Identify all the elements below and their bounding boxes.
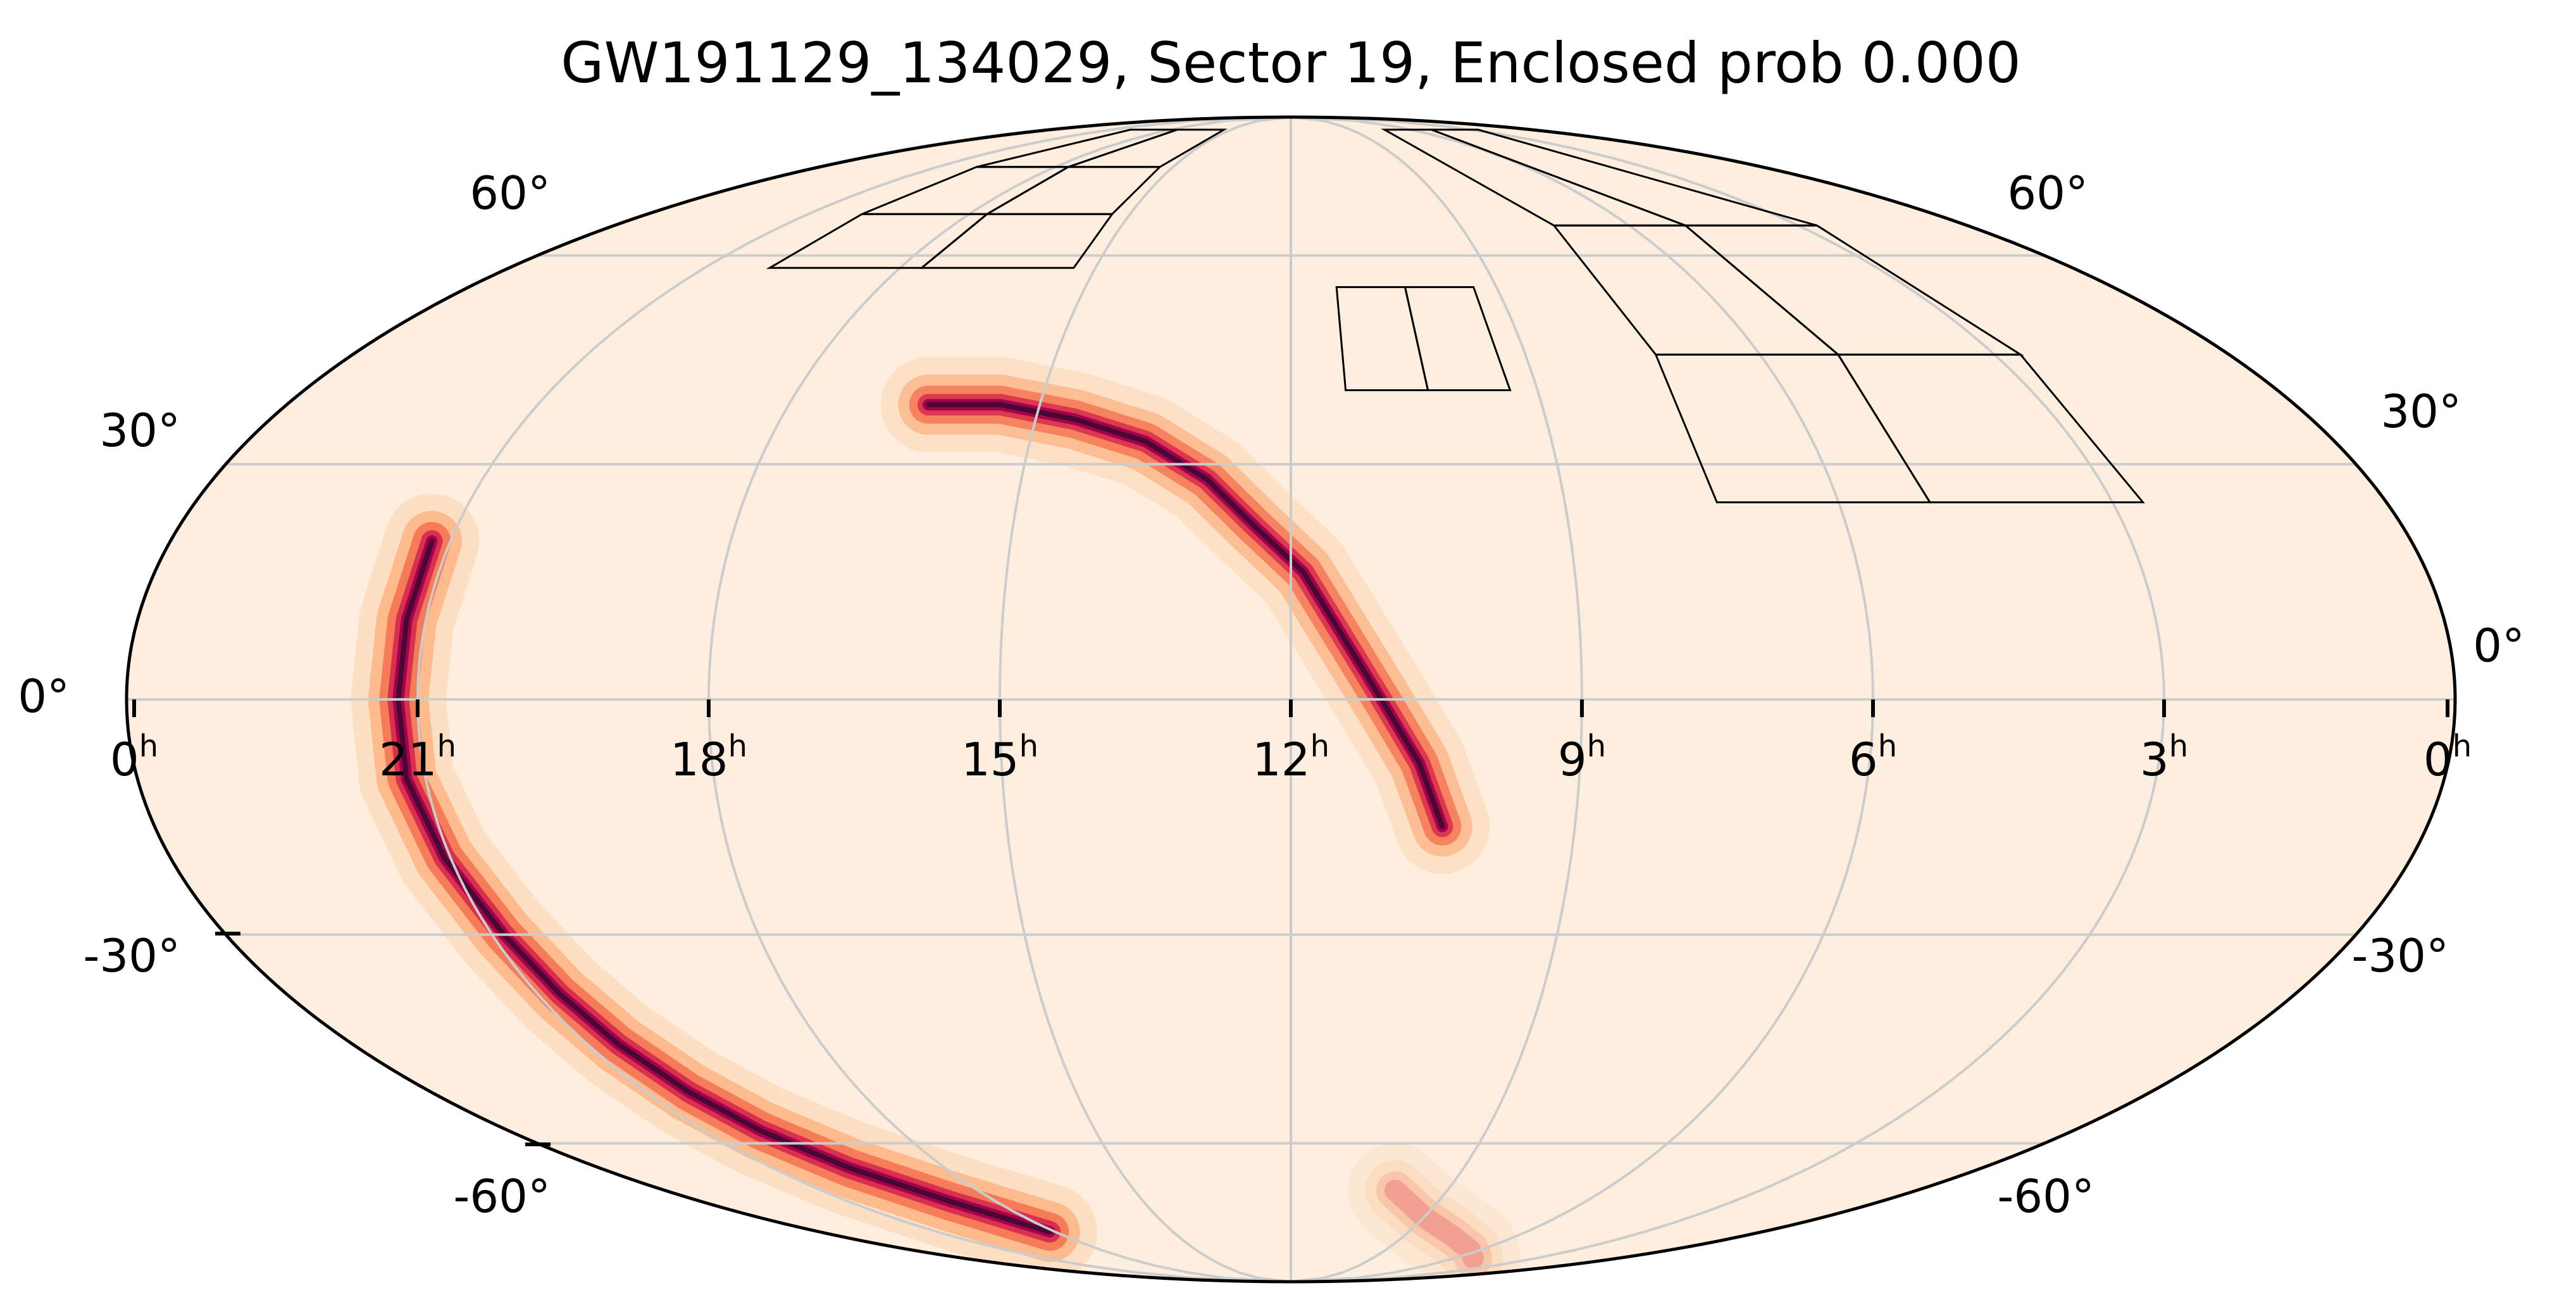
footprint-cell-1-2-1 xyxy=(976,128,1178,168)
ra-tick-label: 3h xyxy=(2140,729,2188,786)
ra-tick-label: 0h xyxy=(2424,729,2472,786)
probability-arc-0-layer-5 xyxy=(925,402,1445,829)
dec-label-left: -30° xyxy=(83,929,180,982)
dec-label-left: -60° xyxy=(453,1170,551,1223)
footprint-cell-0-0-1 xyxy=(1335,286,1429,391)
ra-tick-label: 21h xyxy=(379,729,456,786)
dec-label-right: -30° xyxy=(2351,929,2449,982)
dec-label-right: 30° xyxy=(2380,385,2461,438)
dec-label-left: 30° xyxy=(99,404,180,457)
dec-label-right: -60° xyxy=(1997,1170,2094,1223)
dec-label-right: 0° xyxy=(2473,619,2525,672)
ra-tick-label: 0h xyxy=(110,729,158,786)
dec-label-right: 60° xyxy=(2007,166,2088,220)
ra-tick-label: 12h xyxy=(1252,729,1329,786)
ra-tick-label: 6h xyxy=(1849,729,1897,786)
ra-tick-label: 18h xyxy=(670,729,747,786)
footprint-cell-2-2-1 xyxy=(1381,128,1686,227)
dec-label-left: 60° xyxy=(470,166,551,220)
map-outline xyxy=(125,115,2457,1284)
axis-labels: 0h 21h 18h 15h 12h 9h 6h 3h 0h 60° 30° 0° -30° -60° 60… xyxy=(18,166,2525,1223)
ra-tick-label: 15h xyxy=(961,729,1038,786)
ra-tick-label: 9h xyxy=(1558,729,1606,786)
dec-label-left: 0° xyxy=(18,670,70,723)
chart-title: GW191129_134029, Sector 19, Enclosed pro… xyxy=(561,30,2020,96)
